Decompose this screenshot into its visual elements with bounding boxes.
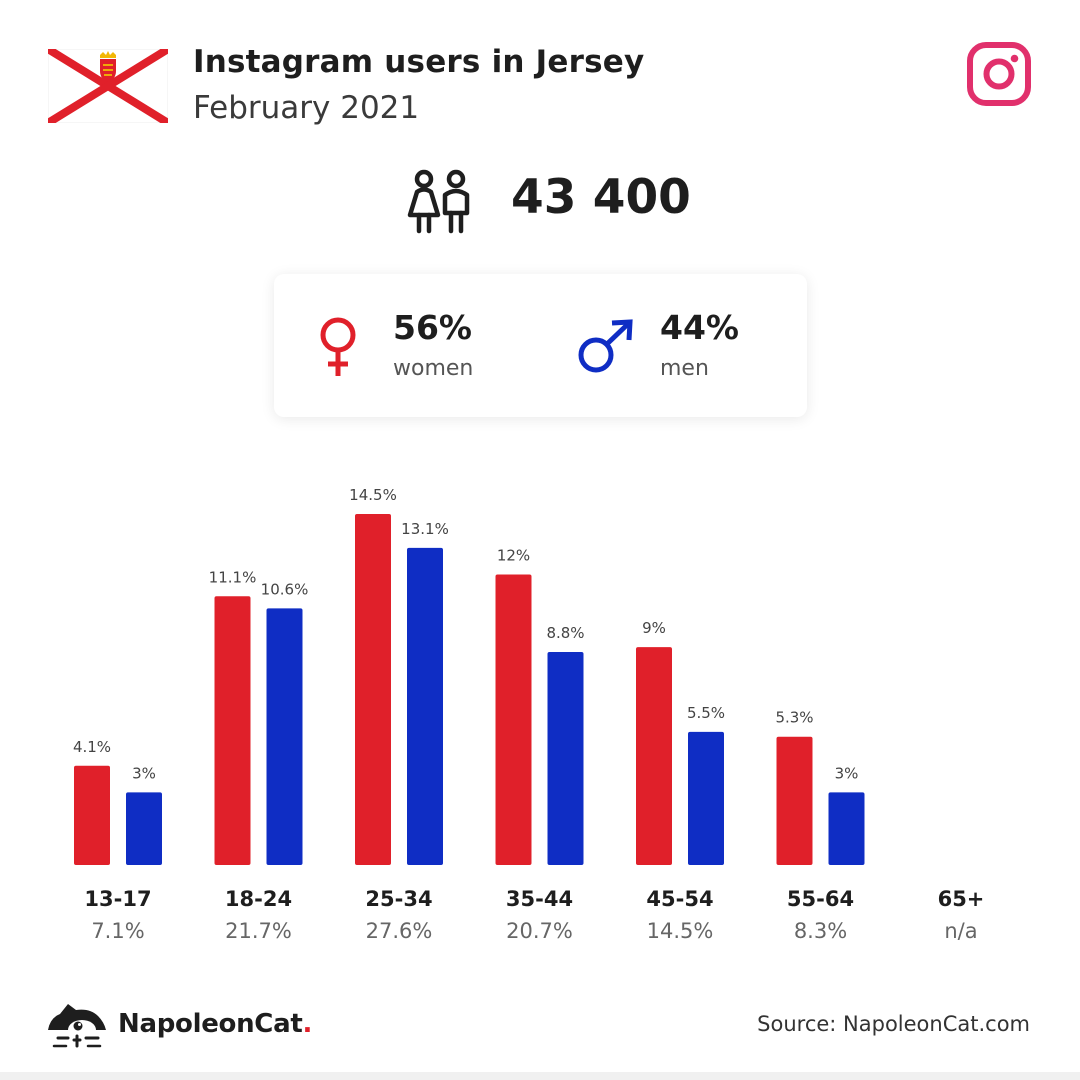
bar-men-18-24	[266, 608, 303, 865]
category-total-label: 8.3%	[794, 919, 847, 943]
category-total-label: 14.5%	[647, 919, 714, 943]
x-tick-label: 18-24	[225, 887, 292, 911]
category-total-label: 20.7%	[506, 919, 573, 943]
bar-men-25-34	[407, 547, 443, 865]
bar-women-18-24	[214, 596, 251, 865]
bar-women-25-34	[355, 514, 391, 865]
bar-men-13-17	[126, 792, 162, 865]
brand-dot: .	[302, 1009, 313, 1039]
bar-men-35-44	[547, 651, 584, 865]
men-label: men	[660, 356, 709, 381]
bar-value-label: 13.1%	[401, 520, 449, 538]
brand-name: NapoleonCat.	[118, 1009, 312, 1039]
x-tick-label: 65+	[938, 887, 985, 911]
bar-women-45-54	[636, 647, 672, 865]
x-tick-label: 45-54	[646, 887, 713, 911]
bar-women-55-64	[776, 736, 813, 865]
bar-men-55-64	[828, 792, 865, 865]
female-symbol-icon	[320, 317, 356, 376]
category-total-label: 27.6%	[366, 919, 433, 943]
bar-value-label: 5.5%	[687, 704, 725, 722]
total-users-value: 43 400	[511, 170, 691, 225]
bar-value-label: 3%	[132, 764, 156, 782]
bar-value-label: 5.3%	[775, 709, 813, 727]
napoleoncat-logo-icon	[48, 1004, 106, 1048]
source-credit: Source: NapoleonCat.com	[757, 1012, 1030, 1036]
bar-value-label: 11.1%	[209, 568, 257, 586]
bar-men-45-54	[688, 731, 724, 865]
x-tick-label: 13-17	[84, 887, 151, 911]
men-percentage: 44%	[660, 308, 739, 347]
page-subtitle: February 2021	[193, 90, 420, 126]
jersey-flag-icon	[48, 49, 168, 123]
x-tick-label: 25-34	[365, 887, 432, 911]
bar-value-label: 10.6%	[261, 580, 309, 598]
x-tick-label: 55-64	[787, 887, 854, 911]
women-percentage: 56%	[393, 308, 472, 347]
x-tick-label: 35-44	[506, 887, 573, 911]
bottom-strip	[0, 1072, 1080, 1080]
category-total-label: 7.1%	[91, 919, 144, 943]
women-label: women	[393, 356, 474, 381]
category-total-label: 21.7%	[225, 919, 292, 943]
bar-value-label: 14.5%	[349, 486, 397, 504]
bar-women-35-44	[495, 574, 532, 865]
category-total-label: n/a	[944, 919, 977, 943]
people-icon	[407, 169, 470, 234]
gender-split-card: 56% women 44% men	[274, 274, 807, 417]
page-title: Instagram users in Jersey	[193, 44, 645, 80]
bar-women-13-17	[74, 765, 110, 865]
male-symbol-icon	[578, 319, 633, 373]
age-gender-bar-chart: 4.1% 3% 13-17 7.1% 11.1%10.6% 18-24 21.7% 14.5%…	[73, 486, 985, 943]
bar-value-label: 3%	[835, 764, 859, 782]
bar-value-label: 12%	[497, 547, 530, 565]
bar-value-label: 4.1%	[73, 738, 111, 756]
bar-value-label: 9%	[642, 619, 666, 637]
instagram-icon	[967, 42, 1031, 106]
bar-value-label: 8.8%	[546, 624, 584, 642]
brand-name-text: NapoleonCat	[118, 1009, 303, 1039]
